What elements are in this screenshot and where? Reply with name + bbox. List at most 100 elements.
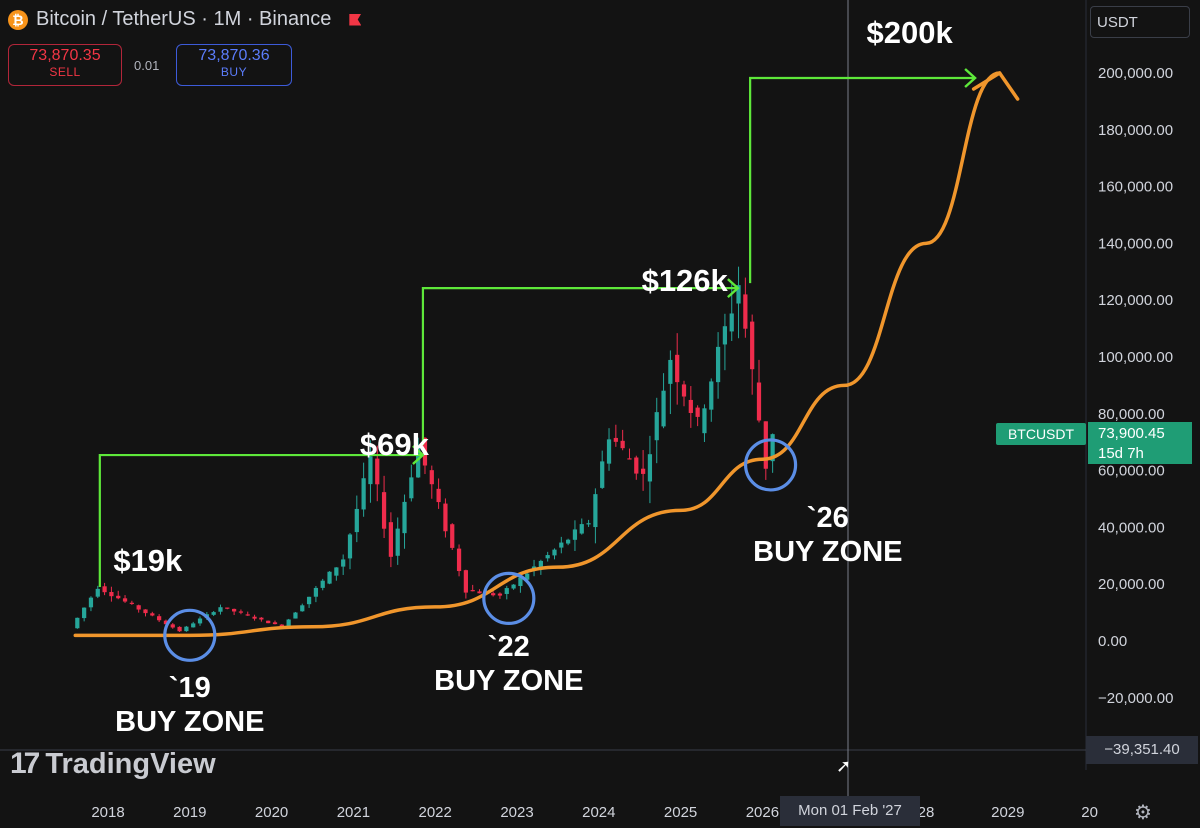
- candle-body: [613, 437, 618, 442]
- sell-button[interactable]: 73,870.35 SELL: [8, 44, 122, 86]
- candle-body: [593, 494, 598, 528]
- buy-zone-label: BUY ZONE: [434, 665, 583, 697]
- candle-body: [443, 503, 448, 532]
- candle-body: [306, 596, 312, 605]
- buy-zone-label: BUY ZONE: [115, 706, 264, 738]
- tradingview-logo[interactable]: 17 TradingView: [10, 747, 216, 781]
- candle-body: [409, 477, 414, 499]
- y-tick-label: 20,000.00: [1098, 576, 1165, 593]
- candle-body: [572, 529, 578, 540]
- candle-body: [511, 584, 516, 589]
- candle-body: [320, 580, 325, 588]
- candle-body: [300, 605, 305, 612]
- gear-icon[interactable]: ⚙: [1134, 802, 1152, 824]
- crosshair-date-tag: Mon 01 Feb '27: [780, 796, 920, 826]
- red-flag-icon[interactable]: [349, 13, 362, 26]
- candle-body: [640, 468, 646, 474]
- x-tick-label: 2018: [91, 804, 124, 821]
- y-tick-label: 180,000.00: [1098, 122, 1173, 139]
- candle-body: [681, 384, 687, 397]
- candle-body: [450, 524, 455, 548]
- symbol-title[interactable]: Bitcoin / TetherUS · 1M · Binance: [36, 8, 332, 30]
- candle-body: [293, 612, 298, 619]
- target-arrowhead: [727, 278, 740, 299]
- candle-body: [579, 524, 584, 534]
- candle-body: [722, 326, 728, 345]
- candle-body: [157, 616, 162, 621]
- candle-body: [313, 587, 319, 597]
- buy-zone-circle: [163, 608, 217, 662]
- candle-body: [566, 539, 571, 544]
- crosshair-price-tag: −39,351.40: [1086, 736, 1198, 764]
- y-tick-label: 40,000.00: [1098, 519, 1165, 536]
- candle-body: [225, 607, 230, 609]
- buy-button[interactable]: 73,870.36 BUY: [176, 44, 292, 86]
- candle-body: [702, 408, 707, 434]
- candle-body: [272, 622, 278, 625]
- candle-body: [647, 454, 653, 482]
- x-tick-label: 2029: [991, 804, 1024, 821]
- candle-body: [695, 407, 700, 417]
- candle-body: [122, 598, 128, 602]
- candle-body: [347, 534, 353, 559]
- last-price: 73,900.45: [1098, 425, 1165, 442]
- candle-body: [354, 508, 359, 533]
- bitcoin-icon: ₿: [8, 9, 28, 30]
- candle-body: [375, 458, 380, 485]
- buy-zone-year-label: `26: [807, 502, 849, 534]
- last-price-tag: 73,900.45 15d 7h: [1088, 422, 1192, 464]
- candle-body: [170, 624, 175, 628]
- x-tick-label: 2021: [337, 804, 370, 821]
- candle-body: [675, 354, 680, 383]
- candle-body: [381, 492, 387, 529]
- target-step-arrow: [749, 76, 976, 284]
- candle-body: [184, 626, 189, 632]
- candle-body: [422, 437, 428, 466]
- candle-body: [259, 617, 264, 620]
- y-tick-label: 140,000.00: [1098, 235, 1173, 252]
- candle-body: [197, 618, 203, 624]
- tradingview-wordmark: TradingView: [45, 747, 216, 780]
- y-tick-label: 0.00: [1098, 633, 1127, 650]
- candle-body: [177, 626, 182, 632]
- candle-body: [109, 592, 114, 597]
- buy-zone-year-label: `22: [488, 631, 530, 663]
- candle-body: [286, 619, 291, 628]
- buy-zone-circle: [743, 438, 798, 492]
- currency-selector[interactable]: USDT: [1090, 6, 1190, 38]
- candle-body: [395, 528, 400, 556]
- target-arrowhead: [412, 445, 425, 465]
- buy-price: 73,870.36: [198, 47, 270, 64]
- target-arrowhead: [964, 68, 977, 88]
- candle-body: [497, 593, 503, 596]
- x-tick-label: 2019: [173, 804, 206, 821]
- x-tick-label: 28: [918, 804, 935, 821]
- candle-body: [586, 523, 591, 525]
- target-price-label: $200k: [867, 15, 954, 50]
- symbol-price-tag: BTCUSDT: [996, 423, 1086, 445]
- candle-body: [163, 620, 169, 625]
- candle-body: [436, 488, 441, 503]
- candle-body: [715, 346, 721, 383]
- candle-body: [368, 456, 373, 485]
- candle-body: [388, 522, 394, 557]
- x-tick-label: 2022: [419, 804, 452, 821]
- spread-value: 0.01: [134, 58, 160, 73]
- candle-body: [95, 588, 100, 597]
- candle-body: [245, 614, 250, 616]
- x-tick-label: 20: [1081, 804, 1098, 821]
- candle-body: [709, 381, 714, 410]
- candle-body: [463, 570, 468, 593]
- buy-zone-label: BUY ZONE: [753, 536, 902, 568]
- candle-body: [756, 382, 762, 421]
- candle-body: [491, 593, 496, 596]
- candle-body: [129, 602, 134, 604]
- x-tick-label: 2026: [746, 804, 779, 821]
- x-tick-label: 2024: [582, 804, 615, 821]
- candle-body: [231, 608, 237, 612]
- candle-body: [88, 597, 94, 608]
- candle-body: [102, 586, 107, 593]
- buy-zone-circle: [482, 571, 536, 626]
